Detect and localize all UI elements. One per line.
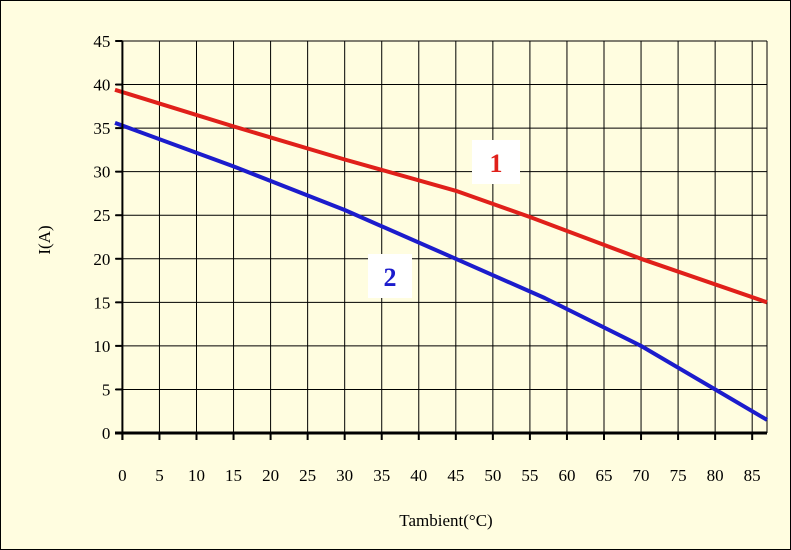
- x-tick-label: 75: [670, 466, 687, 485]
- series-2-line: [114, 121, 769, 422]
- x-tick-label: 35: [373, 466, 390, 485]
- x-tick-label: 15: [225, 466, 242, 485]
- x-tick-label: 85: [744, 466, 761, 485]
- axes: [115, 40, 767, 440]
- y-tick-label: 25: [93, 206, 110, 225]
- x-tick-label: 50: [484, 466, 501, 485]
- y-tick-label: 45: [93, 32, 110, 51]
- x-tick-label: 5: [155, 466, 164, 485]
- series-layer: [114, 87, 769, 422]
- y-tick-label: 0: [102, 424, 111, 443]
- x-tick-label: 65: [596, 466, 613, 485]
- series-1-label-box: 1: [472, 140, 520, 184]
- y-tick-label: 35: [93, 119, 110, 138]
- x-tick-label: 45: [447, 466, 464, 485]
- x-tick-label: 60: [558, 466, 575, 485]
- series-1-line: [114, 87, 768, 305]
- grid: [115, 40, 768, 433]
- x-tick-label: 40: [410, 466, 427, 485]
- x-tick-label: 80: [707, 466, 724, 485]
- x-tick-label: 20: [262, 466, 279, 485]
- x-tick-label: 30: [336, 466, 353, 485]
- series-2-label: 2: [384, 263, 397, 292]
- x-axis-title: Tambient(°C): [399, 511, 492, 530]
- tick-labels: 0 5 10 15 20 25 30 35 40 45 0 5 10 15 20 25 30 35 40 45 50 55…: [93, 32, 760, 485]
- y-axis-title: I(A): [35, 225, 54, 254]
- y-tick-label: 20: [93, 250, 110, 269]
- series-1-label: 1: [490, 149, 503, 178]
- y-tick-label: 5: [102, 380, 111, 399]
- x-tick-label: 55: [521, 466, 538, 485]
- x-tick-label: 10: [188, 466, 205, 485]
- series-2-label-box: 2: [368, 254, 412, 298]
- y-tick-label: 30: [93, 163, 110, 182]
- x-tick-label: 25: [299, 466, 316, 485]
- y-tick-label: 10: [93, 337, 110, 356]
- y-tick-label: 15: [93, 293, 110, 312]
- x-tick-label: 70: [633, 466, 650, 485]
- y-tick-label: 40: [93, 76, 110, 95]
- x-tick-label: 0: [118, 466, 127, 485]
